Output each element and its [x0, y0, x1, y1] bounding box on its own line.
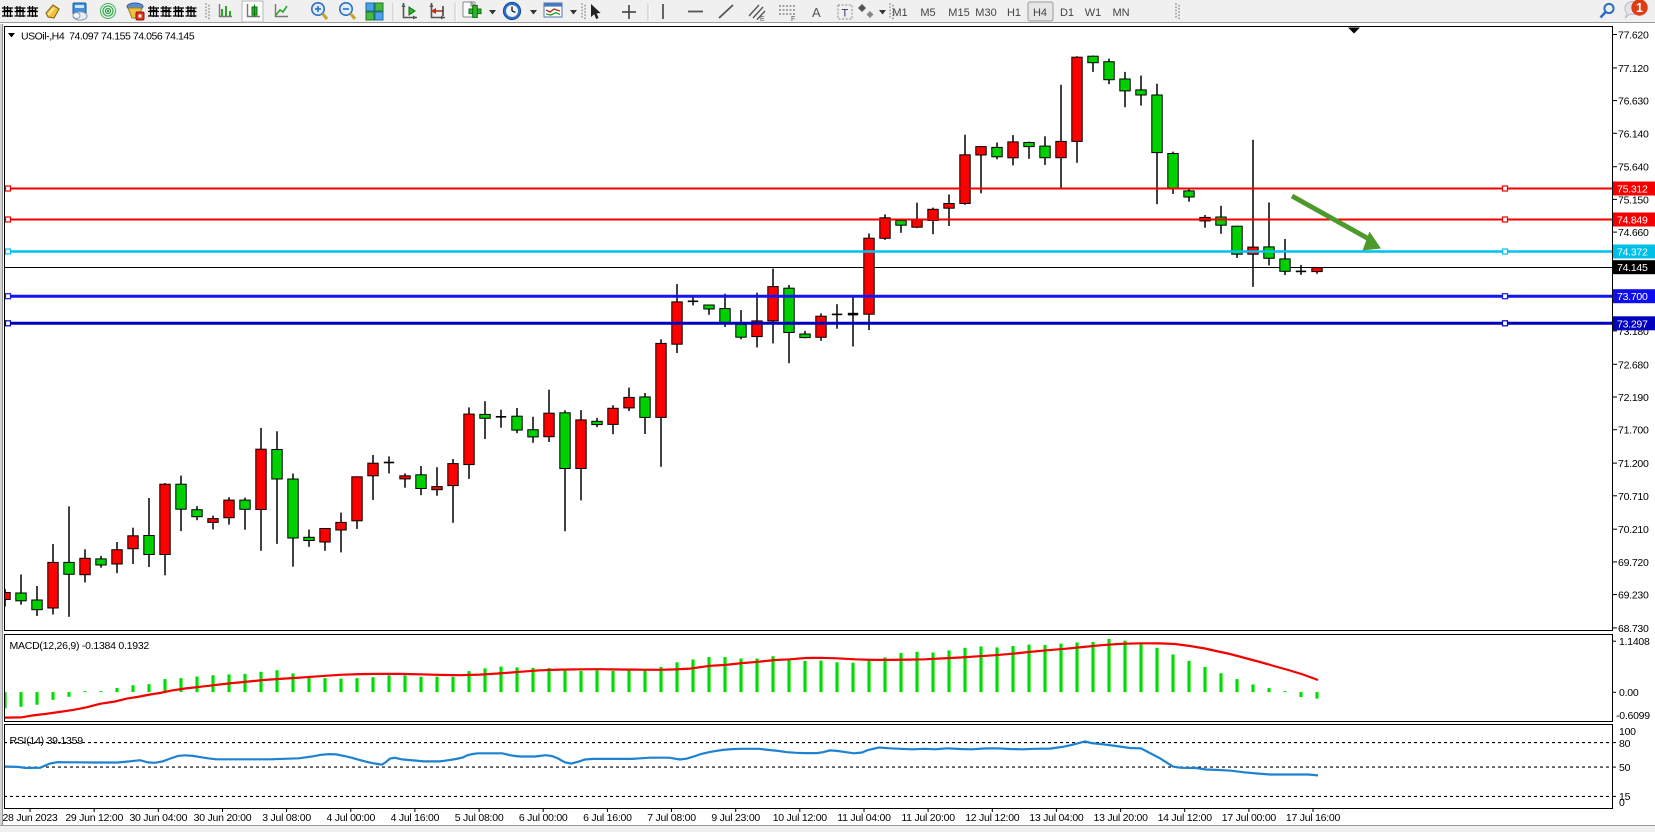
svg-text:T: T: [842, 8, 849, 20]
svg-text:A: A: [812, 5, 821, 20]
svg-text:74.145: 74.145: [1617, 262, 1648, 274]
svg-text:17 Jul 00:00: 17 Jul 00:00: [1222, 812, 1277, 824]
svg-text:70.210: 70.210: [1618, 524, 1649, 536]
svg-text:M1: M1: [892, 7, 907, 19]
svg-text:30 Jun 20:00: 30 Jun 20:00: [194, 812, 252, 824]
svg-text:17 Jul 16:00: 17 Jul 16:00: [1286, 812, 1341, 824]
svg-text:73.297: 73.297: [1617, 318, 1648, 330]
svg-text:73.700: 73.700: [1617, 291, 1648, 303]
svg-text:77.620: 77.620: [1618, 30, 1649, 42]
svg-text:15: 15: [1619, 791, 1631, 803]
svg-text:1.1408: 1.1408: [1619, 636, 1650, 648]
svg-text:MACD(12,26,9) -0.1384 0.1932: MACD(12,26,9) -0.1384 0.1932: [10, 640, 150, 652]
svg-text:74.660: 74.660: [1618, 227, 1649, 239]
svg-text:USOil-,H4 74.097 74.155 74.05: USOil-,H4 74.097 74.155 74.056 74.145: [21, 31, 195, 43]
svg-text:H1: H1: [1007, 7, 1021, 19]
svg-text:11 Jul 04:00: 11 Jul 04:00: [837, 812, 891, 824]
svg-text:14 Jul 12:00: 14 Jul 12:00: [1158, 812, 1213, 824]
svg-text:RSI(14) 39.1359: RSI(14) 39.1359: [10, 735, 84, 747]
svg-text:0: 0: [1619, 797, 1625, 809]
svg-text:6 Jul 16:00: 6 Jul 16:00: [583, 812, 632, 824]
svg-text:29 Jun 12:00: 29 Jun 12:00: [65, 812, 123, 824]
svg-text:72.680: 72.680: [1618, 359, 1649, 371]
svg-text:11 Jul 20:00: 11 Jul 20:00: [901, 812, 955, 824]
svg-text:13 Jul 20:00: 13 Jul 20:00: [1093, 812, 1148, 824]
svg-text:9 Jul 23:00: 9 Jul 23:00: [711, 812, 760, 824]
svg-text:80: 80: [1619, 738, 1631, 750]
svg-text:E: E: [760, 16, 765, 23]
svg-text:68.730: 68.730: [1618, 623, 1649, 635]
svg-text:-0.6099: -0.6099: [1616, 710, 1650, 722]
svg-text:71.700: 71.700: [1618, 425, 1649, 437]
svg-text:1: 1: [1636, 1, 1643, 15]
svg-text:12 Jul 12:00: 12 Jul 12:00: [965, 812, 1020, 824]
svg-text:F: F: [791, 16, 795, 23]
svg-text:4 Jul 16:00: 4 Jul 16:00: [391, 812, 440, 824]
svg-text:76.630: 76.630: [1618, 96, 1649, 108]
svg-text:69.720: 69.720: [1618, 557, 1649, 569]
svg-text:5 Jul 08:00: 5 Jul 08:00: [455, 812, 504, 824]
svg-text:71.200: 71.200: [1618, 458, 1649, 470]
svg-text:70.710: 70.710: [1618, 491, 1649, 503]
svg-text:74.849: 74.849: [1617, 215, 1648, 227]
svg-text:13 Jul 04:00: 13 Jul 04:00: [1029, 812, 1084, 824]
svg-text:M5: M5: [920, 7, 935, 19]
svg-text:76.140: 76.140: [1618, 128, 1649, 140]
svg-text:W1: W1: [1085, 7, 1102, 19]
svg-text:D1: D1: [1060, 7, 1074, 19]
svg-text:69.230: 69.230: [1618, 590, 1649, 602]
svg-text:7 Jul 08:00: 7 Jul 08:00: [647, 812, 696, 824]
svg-text:75.312: 75.312: [1617, 184, 1648, 196]
svg-text:100: 100: [1619, 726, 1636, 738]
svg-text:77.120: 77.120: [1618, 63, 1649, 75]
svg-text:30 Jun 04:00: 30 Jun 04:00: [129, 812, 187, 824]
svg-text:50: 50: [1619, 762, 1631, 774]
svg-text:0.00: 0.00: [1619, 687, 1639, 699]
svg-text:M30: M30: [975, 7, 996, 19]
svg-text:75.640: 75.640: [1618, 162, 1649, 174]
svg-text:10 Jul 12:00: 10 Jul 12:00: [773, 812, 828, 824]
svg-text:H4: H4: [1033, 7, 1047, 19]
svg-text:4 Jul 00:00: 4 Jul 00:00: [326, 812, 375, 824]
svg-text:72.190: 72.190: [1618, 392, 1649, 404]
svg-text:M15: M15: [948, 7, 969, 19]
svg-text:75.150: 75.150: [1618, 194, 1649, 206]
svg-text:MN: MN: [1112, 7, 1129, 19]
svg-text:3 Jul 08:00: 3 Jul 08:00: [262, 812, 311, 824]
svg-text:6 Jul 00:00: 6 Jul 00:00: [519, 812, 568, 824]
svg-text:28 Jun 2023: 28 Jun 2023: [2, 812, 57, 824]
svg-text:74.372: 74.372: [1617, 247, 1648, 259]
